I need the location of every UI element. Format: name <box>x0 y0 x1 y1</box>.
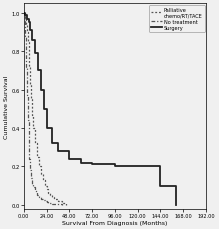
Legend: Palliative
chemo/RT/TACE, No treatment, Surgery: Palliative chemo/RT/TACE, No treatment, … <box>149 6 205 33</box>
X-axis label: Survival From Diagnosis (Months): Survival From Diagnosis (Months) <box>62 220 168 225</box>
Y-axis label: Cumulative Survival: Cumulative Survival <box>4 75 9 138</box>
